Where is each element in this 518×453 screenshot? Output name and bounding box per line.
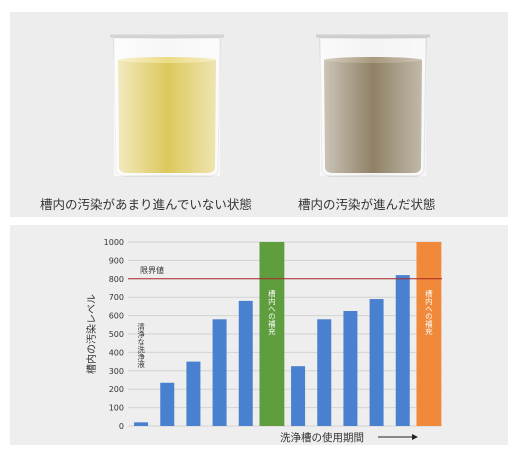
x-axis-arrow-head — [412, 434, 418, 440]
y-tick-1000: 1000 — [104, 238, 124, 247]
annotations: 清浄な洗浄液 槽内への補充 槽内への補充 — [136, 288, 433, 369]
bar-3 — [213, 319, 227, 426]
y-tick-400: 400 — [109, 348, 124, 357]
bar-1 — [160, 383, 174, 426]
x-axis-label: 洗浄槽の使用期間 — [280, 431, 364, 444]
threshold-line-group: 限界値 — [128, 265, 442, 279]
y-tick-900: 900 — [109, 256, 124, 265]
y-tick-100: 100 — [109, 404, 124, 413]
y-tick-700: 700 — [109, 293, 124, 302]
bar-7 — [317, 319, 331, 426]
bar-10 — [396, 275, 410, 426]
dirty-state-caption: 槽内の汚染が進んだ状態 — [298, 194, 436, 213]
clean-beaker-image — [108, 30, 226, 178]
y-tick-300: 300 — [109, 367, 124, 376]
bar-9 — [370, 299, 384, 426]
clean-liquid-label-0: 清浄な洗浄液 — [136, 322, 145, 370]
bar-8 — [343, 311, 357, 426]
y-tick-200: 200 — [109, 385, 124, 394]
y-tick-600: 600 — [109, 312, 124, 321]
clean-state-caption: 槽内の汚染があまり進んでいない状態 — [40, 194, 252, 213]
bar-6 — [291, 366, 305, 426]
y-tick-labels: 0 100 200 300 400 500 600 700 800 900 1000 — [104, 238, 124, 431]
y-tick-800: 800 — [109, 275, 124, 284]
y-tick-0: 0 — [119, 422, 124, 431]
chart-panel: 限界値 0 100 200 300 400 500 600 700 800 900 1000 清浄な… — [10, 225, 508, 445]
refill-label-1: 槽内への補充 — [267, 288, 276, 336]
bar-2 — [186, 362, 200, 426]
bar-0 — [134, 422, 148, 426]
y-tick-500: 500 — [109, 330, 124, 339]
threshold-label: 限界値 — [140, 265, 164, 275]
y-axis-label: 槽内の汚染レベル — [85, 294, 98, 374]
grid-lines — [128, 242, 442, 426]
bar-4 — [239, 301, 253, 426]
refill-label-2: 槽内への補充 — [424, 288, 433, 336]
contamination-chart: 限界値 0 100 200 300 400 500 600 700 800 900 1000 清浄な… — [10, 225, 508, 445]
dirty-beaker-image — [314, 30, 432, 178]
photo-panel: 槽内の汚染があまり進んでいない状態 槽内の汚染が進んだ状態 — [10, 12, 508, 217]
